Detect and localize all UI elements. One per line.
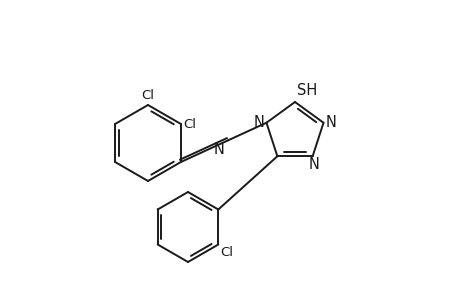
Text: Cl: Cl bbox=[141, 89, 154, 102]
Text: SH: SH bbox=[297, 83, 317, 98]
Text: N: N bbox=[325, 115, 336, 130]
Text: N: N bbox=[253, 115, 264, 130]
Text: N: N bbox=[308, 157, 319, 172]
Text: Cl: Cl bbox=[220, 245, 233, 259]
Text: Cl: Cl bbox=[183, 118, 196, 130]
Text: N: N bbox=[213, 142, 224, 158]
